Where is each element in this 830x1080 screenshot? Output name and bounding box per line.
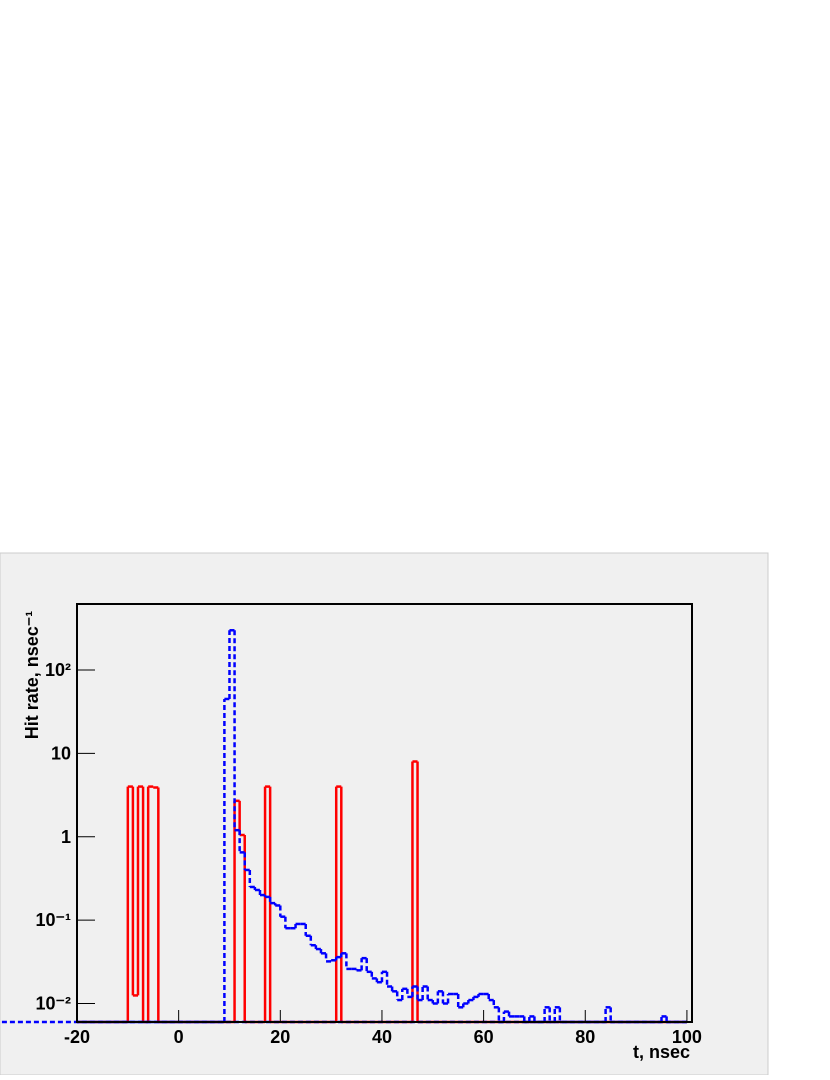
x-tick-label: 80 xyxy=(575,1027,595,1047)
plot-frame xyxy=(76,603,693,1023)
x-tick-label: 0 xyxy=(174,1027,184,1047)
x-axis-title: t, nsec xyxy=(633,1042,690,1062)
x-tick-label: 40 xyxy=(372,1027,392,1047)
canvas-panel xyxy=(0,552,769,1076)
y-tick-label: 1 xyxy=(61,827,71,847)
y-tick-label: 10⁻¹ xyxy=(35,910,71,930)
y-tick-label: 10² xyxy=(45,660,71,680)
x-tick-label: 20 xyxy=(270,1027,290,1047)
y-axis-title: Hit rate, nsec⁻¹ xyxy=(22,611,42,740)
x-tick-label: 60 xyxy=(474,1027,494,1047)
x-tick-label: 100 xyxy=(672,1027,702,1047)
x-tick-label: -20 xyxy=(64,1027,90,1047)
y-tick-label: 10⁻² xyxy=(35,994,71,1014)
y-tick-label: 10 xyxy=(51,743,71,763)
